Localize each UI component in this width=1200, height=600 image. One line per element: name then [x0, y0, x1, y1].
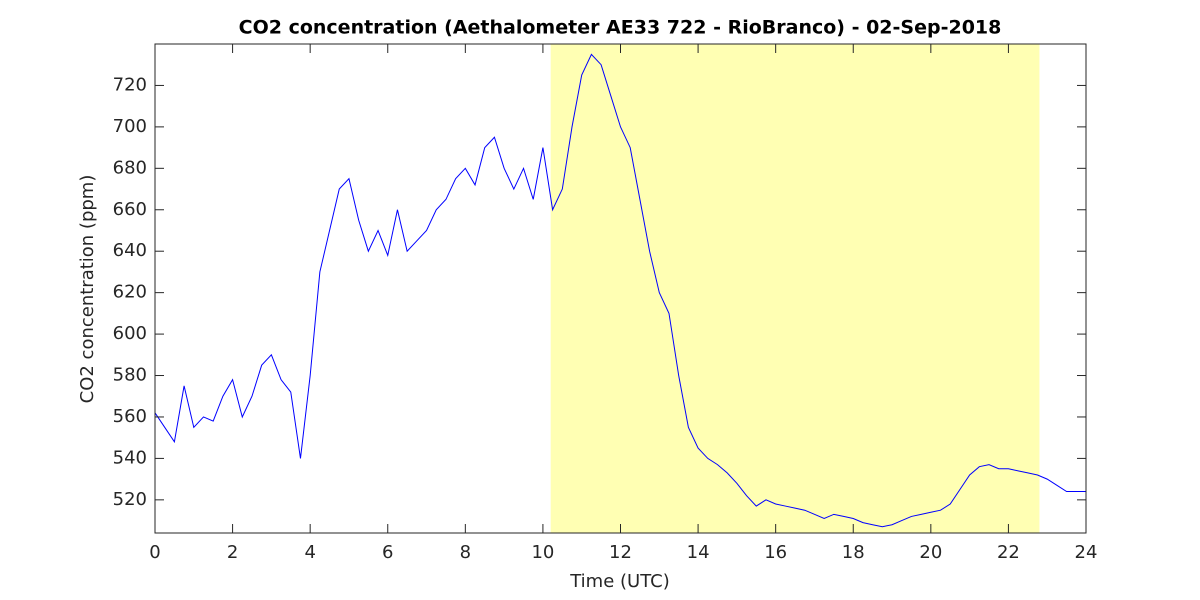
y-tick-label: 540 — [113, 447, 147, 468]
x-tick-label: 6 — [382, 542, 393, 563]
shaded-region — [550, 44, 1040, 533]
y-tick-label: 620 — [113, 282, 147, 303]
x-tick-label: 12 — [609, 542, 632, 563]
x-tick-label: 8 — [460, 542, 471, 563]
y-tick-label: 680 — [113, 157, 147, 178]
x-tick-label: 4 — [304, 542, 315, 563]
x-tick-label: 14 — [687, 542, 710, 563]
x-axis-label: Time (UTC) — [569, 571, 670, 592]
x-tick-label: 16 — [764, 542, 787, 563]
x-tick-label: 0 — [149, 542, 160, 563]
chart-title: CO2 concentration (Aethalometer AE33 722… — [239, 17, 1002, 39]
y-tick-label: 640 — [113, 240, 147, 261]
x-tick-label: 20 — [919, 542, 942, 563]
y-tick-label: 560 — [113, 406, 147, 427]
y-tick-label: 700 — [113, 116, 147, 137]
x-tick-label: 24 — [1075, 542, 1098, 563]
x-tick-label: 22 — [997, 542, 1020, 563]
y-tick-label: 660 — [113, 199, 147, 220]
y-tick-label: 600 — [113, 323, 147, 344]
x-tick-label: 2 — [227, 542, 238, 563]
y-axis-label: CO2 concentration (ppm) — [77, 175, 98, 404]
y-tick-label: 580 — [113, 365, 147, 386]
data-line — [154, 53, 1086, 528]
y-tick-label: 520 — [113, 489, 147, 510]
x-tick-label: 10 — [531, 542, 554, 563]
x-tick-label: 18 — [842, 542, 865, 563]
y-tick-label: 720 — [113, 74, 147, 95]
